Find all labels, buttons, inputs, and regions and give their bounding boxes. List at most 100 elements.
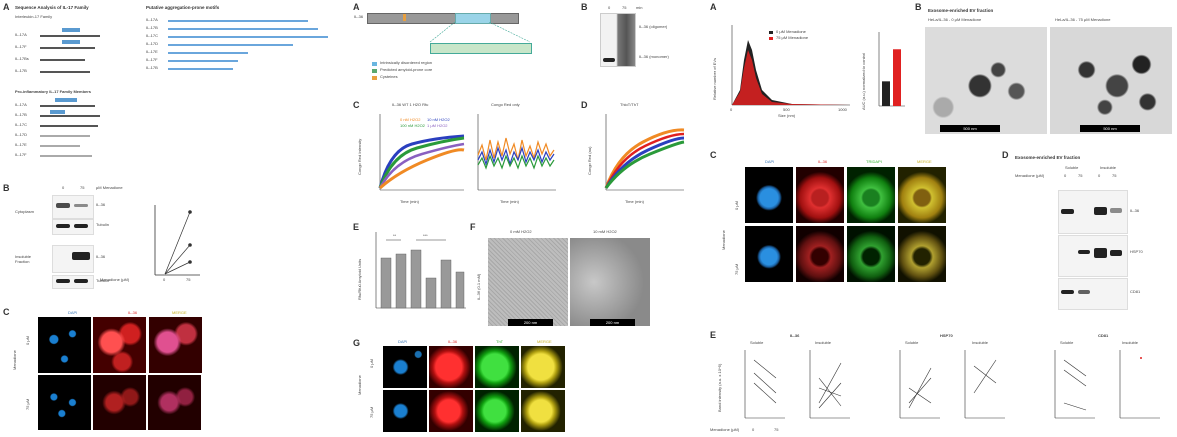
amyloid-core-region	[455, 13, 491, 24]
seq-label: IL-17Bs	[15, 56, 29, 61]
blot-band	[56, 279, 70, 283]
channel-label: MERGE	[172, 310, 187, 315]
band-label: HSP70	[1130, 249, 1143, 254]
panel-letter: F	[470, 222, 476, 232]
congo-red-plot	[477, 114, 556, 191]
tick-label: 1000	[838, 107, 847, 112]
image-label: 10 mM H2O2	[593, 229, 617, 234]
micrograph-il36	[429, 346, 473, 388]
micrograph-dapi	[383, 346, 427, 388]
em-image	[925, 27, 1047, 134]
sequence-bar	[40, 115, 100, 117]
group-label: CD81	[1098, 333, 1109, 338]
legend-entry: 1 μM H2O2	[427, 123, 448, 128]
scale-bar: 500 nm	[940, 125, 1000, 132]
motif-sequence	[168, 20, 308, 22]
image-label: HeLa/IL-36 - 75 μM Menadione	[1055, 17, 1111, 22]
legend-swatch	[372, 76, 377, 80]
micrograph-merge	[898, 167, 946, 223]
motif-label: IL-17E	[146, 49, 158, 54]
panel-letter: C	[710, 150, 717, 160]
channel-label: MERGE	[537, 339, 552, 344]
axis-label: IL-36 (0.1 mM)	[476, 273, 481, 300]
panel-letter: B	[581, 2, 588, 12]
micrograph-dapi	[745, 226, 793, 282]
micrograph-tht	[475, 390, 519, 432]
micrograph-il36	[796, 226, 844, 282]
band-label: Tubulin	[96, 278, 109, 283]
micrograph-il36	[93, 317, 146, 373]
blot-band	[1078, 250, 1090, 254]
legend-label: Predicted amyloid-prone core	[380, 67, 433, 72]
row-label: 75 μM	[734, 263, 739, 275]
western-blot	[52, 275, 94, 289]
blot-band	[1094, 207, 1107, 215]
lane-label: min	[636, 5, 643, 10]
legend-label: Intrinsically disordered region	[380, 60, 433, 65]
micrograph-gfp	[847, 167, 895, 223]
axis-label: Time (min)	[400, 199, 419, 204]
channel-label: IL-36	[128, 310, 138, 315]
significance: ***	[423, 233, 428, 238]
group-label: Insoluble	[1100, 165, 1117, 170]
motif-marker	[62, 28, 80, 32]
axis-label: Menadione (μM)	[710, 427, 740, 432]
row-label: 0 μM	[734, 201, 739, 210]
motif-sequence	[168, 60, 238, 62]
row-label: Menadione (μM)	[1015, 173, 1045, 178]
lane-label: 75	[1112, 173, 1117, 178]
band-label: IL-36	[96, 254, 106, 259]
core-sequence-box	[430, 43, 532, 54]
micrograph-tht	[475, 346, 519, 388]
axis-label: AUC (a.u.) normalized to control	[861, 52, 866, 110]
panel-letter: E	[353, 222, 360, 232]
tick-label: 75	[186, 277, 191, 282]
legend-entry: 0 nM H2O2	[400, 117, 421, 122]
plot-title: Congo Red only	[491, 102, 520, 107]
axis-label: Congo Red (au)	[587, 146, 592, 175]
channel-label: ThT	[496, 339, 504, 344]
heading: Sequence Analysis of IL-17 Family	[15, 5, 89, 10]
panel-letter: A	[353, 2, 360, 12]
legend-swatch	[372, 69, 377, 73]
legend-swatch	[372, 62, 377, 66]
seq-label: IL-17D	[15, 132, 28, 137]
lane-label: 0	[1098, 173, 1101, 178]
micrograph-dapi	[38, 375, 91, 430]
subgroup-label: Soluble	[1060, 340, 1074, 345]
tick-label: 500	[783, 107, 790, 112]
micrograph-dapi	[745, 167, 793, 223]
seq-label: IL-17A	[15, 102, 27, 107]
plot-title: ThioT/ThT	[620, 102, 639, 107]
blot-band	[56, 224, 70, 228]
axis-label: Time (min)	[625, 199, 644, 204]
channel-label: DAPI	[398, 339, 408, 344]
sequence-bar	[40, 105, 95, 107]
legend-swatch	[769, 31, 773, 34]
motif-sequence	[168, 44, 293, 46]
amyloid-bar-chart	[375, 232, 466, 309]
channel-label: DAPI	[765, 159, 775, 164]
seq-label: IL-17F	[15, 152, 27, 157]
band-label: IL-36 (monomer)	[639, 54, 669, 59]
cysteine-marker	[403, 14, 406, 21]
blot-band	[1110, 208, 1122, 213]
micrograph-dapi	[38, 317, 91, 373]
axis-label: Congo Red Intensity	[357, 138, 362, 175]
thioflavin-plot	[604, 114, 685, 191]
micrograph-dapi	[383, 390, 427, 432]
blot-band	[1078, 290, 1090, 294]
sequence-bar	[40, 125, 98, 127]
panel-letter: C	[3, 307, 10, 317]
scale-bar: 200 nm	[590, 319, 635, 326]
lane-label: 0	[62, 185, 65, 190]
plot-title: IL-36 WT 1 H2O Rfu	[392, 102, 429, 107]
tick-label: 0	[752, 427, 755, 432]
seq-label: IL-17F	[15, 44, 27, 49]
western-blot	[52, 195, 94, 219]
protein-diagram	[367, 13, 519, 24]
band-label: IL-36 (oligomer)	[639, 24, 668, 29]
em-image	[570, 238, 650, 326]
micrograph-merge	[898, 226, 946, 282]
sequence-bar	[40, 59, 85, 61]
